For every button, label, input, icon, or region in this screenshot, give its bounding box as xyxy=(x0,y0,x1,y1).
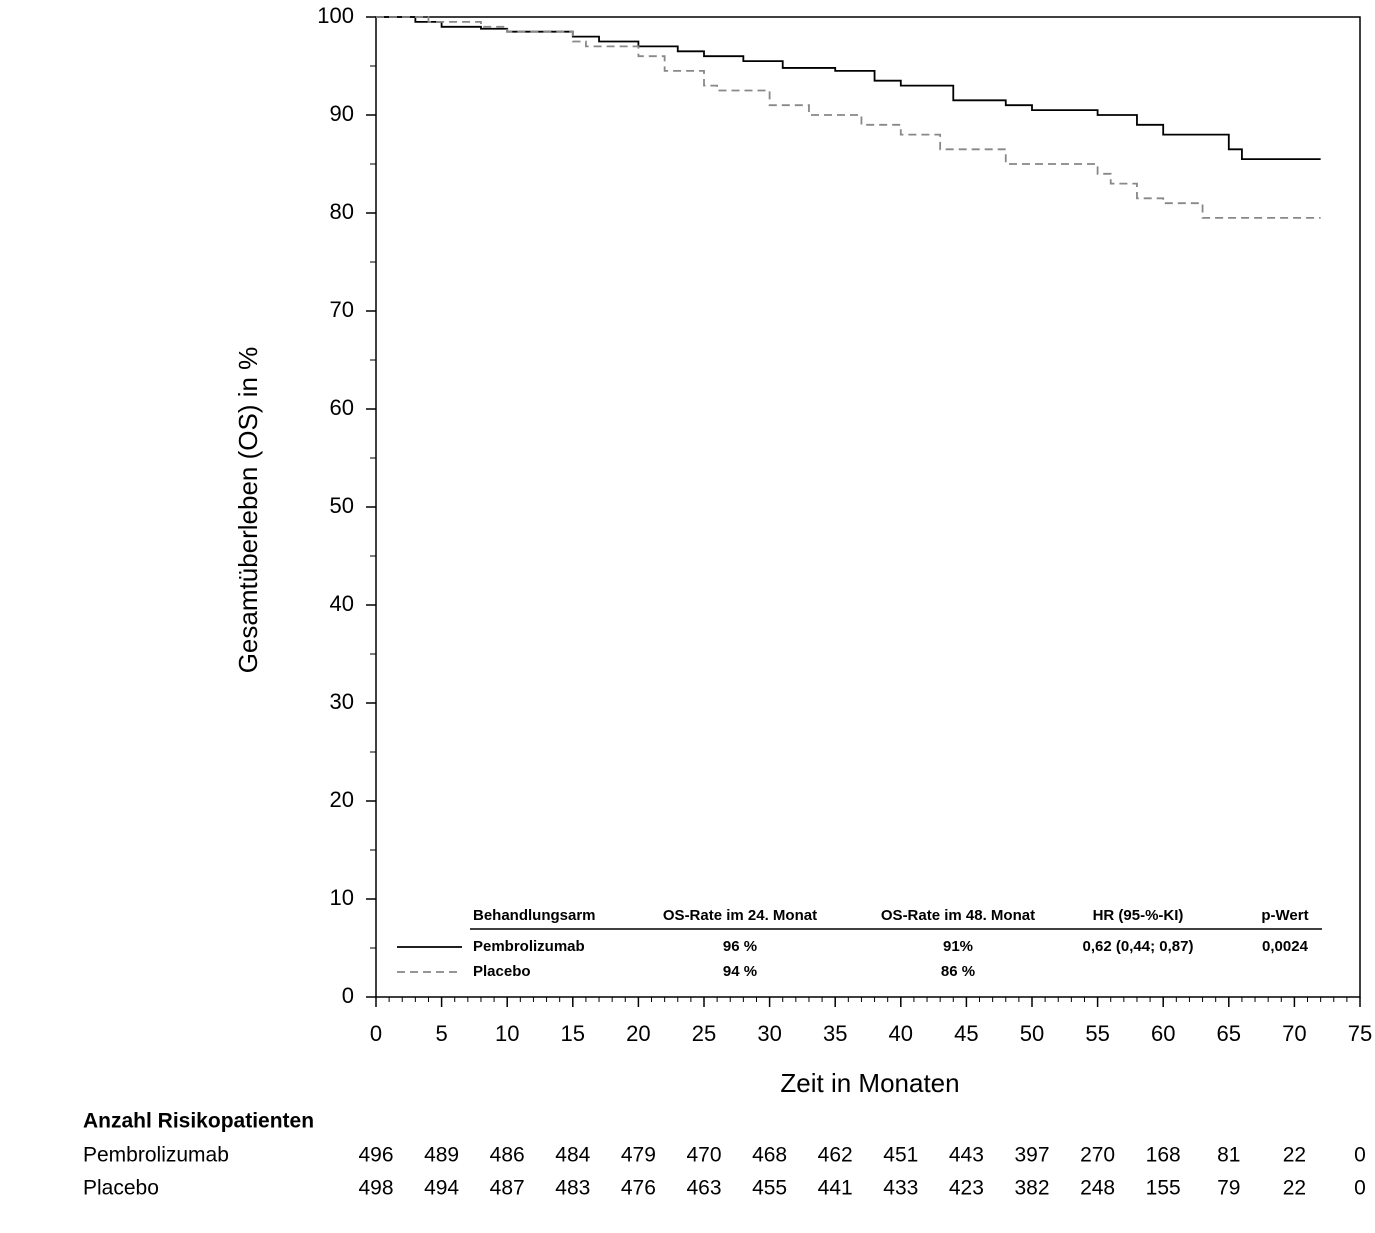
risk-count: 81 xyxy=(1217,1144,1240,1167)
plot-frame xyxy=(375,16,1361,998)
risk-count: 441 xyxy=(818,1177,853,1200)
table-cell: 96 % xyxy=(723,938,757,955)
x-tick-label: 5 xyxy=(435,1021,447,1046)
risk-count: 382 xyxy=(1014,1177,1049,1200)
y-tick-label: 20 xyxy=(330,787,354,812)
risk-count: 248 xyxy=(1080,1177,1115,1200)
x-tick-label: 35 xyxy=(823,1021,847,1046)
y-axis-label: Gesamtüberleben (OS) in % xyxy=(233,347,263,674)
risk-count: 483 xyxy=(555,1177,590,1200)
x-tick-label: 55 xyxy=(1085,1021,1109,1046)
table-header: OS-Rate im 24. Monat xyxy=(663,907,817,924)
risk-count: 0 xyxy=(1354,1177,1366,1200)
risk-count: 468 xyxy=(752,1144,787,1167)
x-tick-label: 10 xyxy=(495,1021,519,1046)
risk-table-title: Anzahl Risikopatienten xyxy=(83,1110,314,1133)
risk-count: 489 xyxy=(424,1144,459,1167)
survival-curve xyxy=(376,16,1321,160)
y-tick-label: 80 xyxy=(330,199,354,224)
risk-count: 22 xyxy=(1283,1144,1306,1167)
risk-count: 470 xyxy=(686,1144,721,1167)
risk-row-label: Pembrolizumab xyxy=(83,1144,229,1167)
table-header: p-Wert xyxy=(1261,907,1308,924)
table-cell: 0,62 (0,44; 0,87) xyxy=(1083,938,1194,955)
legend-label: Pembrolizumab xyxy=(473,938,585,955)
risk-count: 423 xyxy=(949,1177,984,1200)
y-tick-label: 10 xyxy=(330,885,354,910)
table-header: HR (95-%-KI) xyxy=(1093,907,1184,924)
survival-curve xyxy=(376,16,1321,219)
legend-label: Placebo xyxy=(473,963,531,980)
x-tick-label: 45 xyxy=(954,1021,978,1046)
x-tick-label: 15 xyxy=(561,1021,585,1046)
table-cell: 0,0024 xyxy=(1262,938,1309,955)
x-tick-label: 25 xyxy=(692,1021,716,1046)
risk-count: 487 xyxy=(490,1177,525,1200)
risk-count: 463 xyxy=(686,1177,721,1200)
y-tick-label: 0 xyxy=(342,983,354,1008)
x-axis-label: Zeit in Monaten xyxy=(780,1068,959,1098)
risk-count: 484 xyxy=(555,1144,590,1167)
table-header: OS-Rate im 48. Monat xyxy=(881,907,1035,924)
risk-count: 494 xyxy=(424,1177,459,1200)
risk-count: 433 xyxy=(883,1177,918,1200)
table-cell: 94 % xyxy=(723,963,757,980)
risk-count: 455 xyxy=(752,1177,787,1200)
y-tick-label: 30 xyxy=(330,689,354,714)
risk-count: 168 xyxy=(1146,1144,1181,1167)
risk-count: 451 xyxy=(883,1144,918,1167)
risk-count: 496 xyxy=(358,1144,393,1167)
x-tick-label: 40 xyxy=(889,1021,913,1046)
risk-count: 476 xyxy=(621,1177,656,1200)
table-cell: 91% xyxy=(943,938,973,955)
risk-count: 397 xyxy=(1014,1144,1049,1167)
table-cell: 86 % xyxy=(941,963,975,980)
y-tick-label: 50 xyxy=(330,493,354,518)
y-tick-label: 90 xyxy=(330,101,354,126)
risk-row-label: Placebo xyxy=(83,1177,159,1200)
risk-count: 462 xyxy=(818,1144,853,1167)
x-tick-label: 0 xyxy=(370,1021,382,1046)
risk-count: 270 xyxy=(1080,1144,1115,1167)
risk-count: 22 xyxy=(1283,1177,1306,1200)
y-tick-label: 40 xyxy=(330,591,354,616)
x-tick-label: 65 xyxy=(1217,1021,1241,1046)
y-tick-label: 100 xyxy=(317,3,354,28)
risk-count: 443 xyxy=(949,1144,984,1167)
x-tick-label: 70 xyxy=(1282,1021,1306,1046)
x-tick-label: 75 xyxy=(1348,1021,1372,1046)
risk-count: 0 xyxy=(1354,1144,1366,1167)
risk-count: 498 xyxy=(358,1177,393,1200)
x-tick-label: 50 xyxy=(1020,1021,1044,1046)
y-tick-label: 60 xyxy=(330,395,354,420)
risk-count: 486 xyxy=(490,1144,525,1167)
risk-count: 79 xyxy=(1217,1177,1240,1200)
y-tick-label: 70 xyxy=(330,297,354,322)
risk-count: 155 xyxy=(1146,1177,1181,1200)
risk-count: 479 xyxy=(621,1144,656,1167)
x-tick-label: 30 xyxy=(757,1021,781,1046)
x-tick-label: 20 xyxy=(626,1021,650,1046)
table-header: Behandlungsarm xyxy=(473,907,596,924)
x-tick-label: 60 xyxy=(1151,1021,1175,1046)
